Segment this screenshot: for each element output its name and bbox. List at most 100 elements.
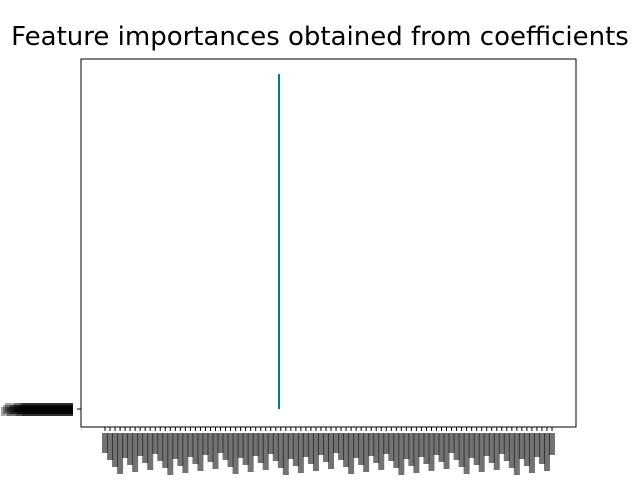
x-tick-label	[398, 433, 405, 475]
x-tick-label	[307, 433, 314, 464]
x-tick-label	[468, 433, 475, 458]
x-tick-label	[272, 433, 279, 461]
x-tick-label	[107, 433, 114, 460]
x-tick-label	[242, 433, 249, 465]
x-tick-label	[227, 433, 234, 467]
x-tick-label	[513, 433, 520, 475]
x-tick-label	[212, 433, 219, 469]
x-tick-label	[518, 433, 525, 459]
y-tick-label	[3, 405, 73, 414]
x-tick-label	[463, 433, 470, 474]
x-axis-ticks	[102, 427, 555, 475]
x-tick-label	[528, 433, 535, 473]
x-tick-label	[358, 433, 365, 465]
x-tick-label	[207, 433, 214, 462]
x-tick-label	[297, 433, 304, 473]
y-tick-label	[18, 405, 73, 414]
x-tick-label	[443, 433, 450, 469]
x-tick-label	[157, 433, 164, 461]
x-tick-label	[533, 433, 540, 457]
y-tick-label	[14, 403, 73, 412]
x-tick-label	[433, 433, 440, 455]
chart-title: Feature importances obtained from coeffi…	[11, 22, 629, 52]
x-tick-label	[353, 433, 360, 458]
x-tick-label	[292, 433, 299, 466]
y-tick-label	[23, 403, 73, 412]
x-tick-label	[142, 433, 149, 463]
axes-frame	[80, 58, 577, 428]
x-tick-label	[413, 433, 420, 473]
x-tick-label	[197, 433, 204, 471]
x-tick-label	[338, 433, 345, 460]
y-tick-label	[5, 403, 73, 412]
x-tick-label	[152, 433, 159, 454]
x-tick-label	[267, 433, 274, 454]
y-tick-label	[16, 407, 73, 416]
x-tick-label	[543, 433, 550, 471]
x-tick-label	[493, 433, 500, 470]
x-tick-label	[503, 433, 510, 461]
x-tick-label	[403, 433, 410, 459]
x-tick-label	[368, 433, 375, 456]
x-tick-label	[127, 433, 134, 465]
x-tick-label	[363, 433, 370, 472]
x-tick-label	[232, 433, 239, 474]
x-tick-label	[458, 433, 465, 467]
x-tick-label	[147, 433, 154, 470]
y-tick-label	[9, 405, 73, 414]
y-tick-label	[22, 407, 73, 416]
x-tick-label	[192, 433, 199, 464]
x-tick-label	[312, 433, 319, 471]
x-tick-label	[418, 433, 425, 457]
x-tick-label	[202, 433, 209, 455]
y-tick-label	[7, 407, 73, 416]
y-axis-ticks	[1, 403, 81, 416]
x-tick-label	[383, 433, 390, 454]
x-tick-label	[262, 433, 269, 470]
x-tick-label	[177, 433, 184, 466]
x-tick-label	[343, 433, 350, 467]
x-tick-label	[132, 433, 139, 472]
x-tick-label	[137, 433, 144, 456]
x-tick-label	[172, 433, 179, 459]
x-tick-label	[287, 433, 294, 459]
x-tick-label	[112, 433, 119, 467]
x-tick-label	[428, 433, 435, 471]
x-tick-label	[388, 433, 395, 461]
x-tick-label	[217, 433, 224, 453]
x-tick-label	[523, 433, 530, 466]
x-tick-label	[373, 433, 380, 463]
y-tick-label	[1, 407, 73, 416]
x-tick-label	[182, 433, 189, 473]
x-tick-label	[282, 433, 289, 475]
x-tick-label	[237, 433, 244, 458]
x-tick-label	[162, 433, 169, 468]
y-tick-label	[12, 405, 73, 414]
x-tick-label	[187, 433, 194, 457]
x-tick-label	[333, 433, 340, 453]
x-tick-label	[167, 433, 174, 475]
x-tick-label	[102, 433, 108, 453]
x-tick-label	[473, 433, 480, 465]
x-tick-label	[538, 433, 545, 464]
x-tick-label	[478, 433, 485, 472]
x-tick-label	[488, 433, 495, 463]
x-tick-label	[122, 433, 129, 458]
x-tick-label	[438, 433, 445, 462]
x-tick-label	[483, 433, 490, 456]
x-tick-label	[247, 433, 254, 472]
y-tick-label	[20, 403, 73, 412]
x-tick-label	[302, 433, 309, 457]
x-tick-label	[453, 433, 460, 460]
x-tick-label	[508, 433, 515, 468]
x-tick-label	[252, 433, 259, 456]
x-tick-label	[257, 433, 264, 463]
x-tick-label	[328, 433, 335, 469]
x-tick-label	[408, 433, 415, 466]
x-tick-label	[423, 433, 430, 464]
x-tick-label	[222, 433, 229, 460]
x-tick-label	[277, 433, 284, 468]
x-tick-label	[549, 433, 555, 455]
x-tick-label	[378, 433, 385, 470]
